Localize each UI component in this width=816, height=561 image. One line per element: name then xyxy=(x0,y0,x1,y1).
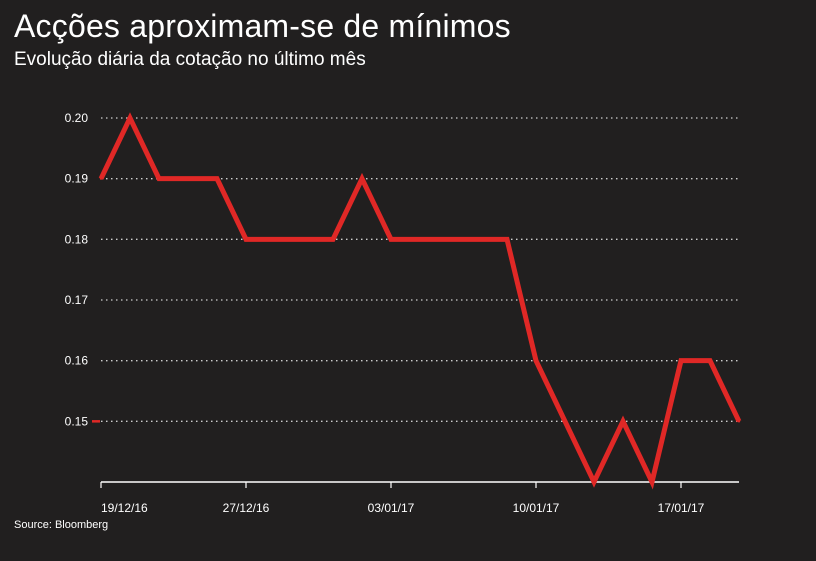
x-tick-label: 17/01/17 xyxy=(658,501,705,515)
data-point xyxy=(708,359,712,362)
data-point xyxy=(505,238,509,241)
data-point xyxy=(476,238,480,241)
data-point xyxy=(679,359,683,362)
chart-subtitle: Evolução diária da cotação no último mês xyxy=(14,49,366,70)
x-tick-label: 19/12/16 xyxy=(101,501,148,515)
y-tick-label: 0.19 xyxy=(65,172,89,186)
data-point xyxy=(302,238,306,241)
data-point xyxy=(273,238,277,241)
data-point xyxy=(592,480,596,484)
x-axis: 19/12/16 27/12/16 03/01/17 10/01/17 17/01/17 xyxy=(100,481,739,515)
x-tick-label: 10/01/17 xyxy=(513,501,560,515)
y-axis: 0.20 0.19 0.18 0.17 0.16 0.15 xyxy=(65,111,89,428)
y-tick-label: 0.15 xyxy=(65,414,89,428)
data-point xyxy=(186,177,190,180)
x-tick-label: 03/01/17 xyxy=(368,501,415,515)
data-point xyxy=(244,238,248,241)
data-point xyxy=(737,420,741,423)
data-point xyxy=(534,359,538,362)
data-point xyxy=(360,177,364,180)
data-point xyxy=(99,177,103,180)
data-point xyxy=(447,238,451,241)
data-point xyxy=(331,238,335,241)
data-point xyxy=(157,177,161,180)
data-point xyxy=(215,177,219,180)
source-note: Source: Bloomberg xyxy=(14,519,109,531)
data-point xyxy=(563,420,567,423)
data-point xyxy=(650,480,654,484)
series-layer xyxy=(92,112,742,490)
y-tick-label: 0.16 xyxy=(65,354,89,368)
data-point xyxy=(128,116,132,120)
y-tick-label: 0.18 xyxy=(65,232,89,246)
y-tick-label: 0.17 xyxy=(65,293,89,307)
data-point xyxy=(621,420,625,423)
data-point xyxy=(389,238,393,241)
x-tick-label: 27/12/16 xyxy=(223,501,270,515)
data-point xyxy=(418,238,422,241)
grid-lines xyxy=(101,117,739,422)
y-tick-label: 0.20 xyxy=(65,111,89,125)
chart-title: Acções aproximam-se de mínimos xyxy=(14,8,511,44)
